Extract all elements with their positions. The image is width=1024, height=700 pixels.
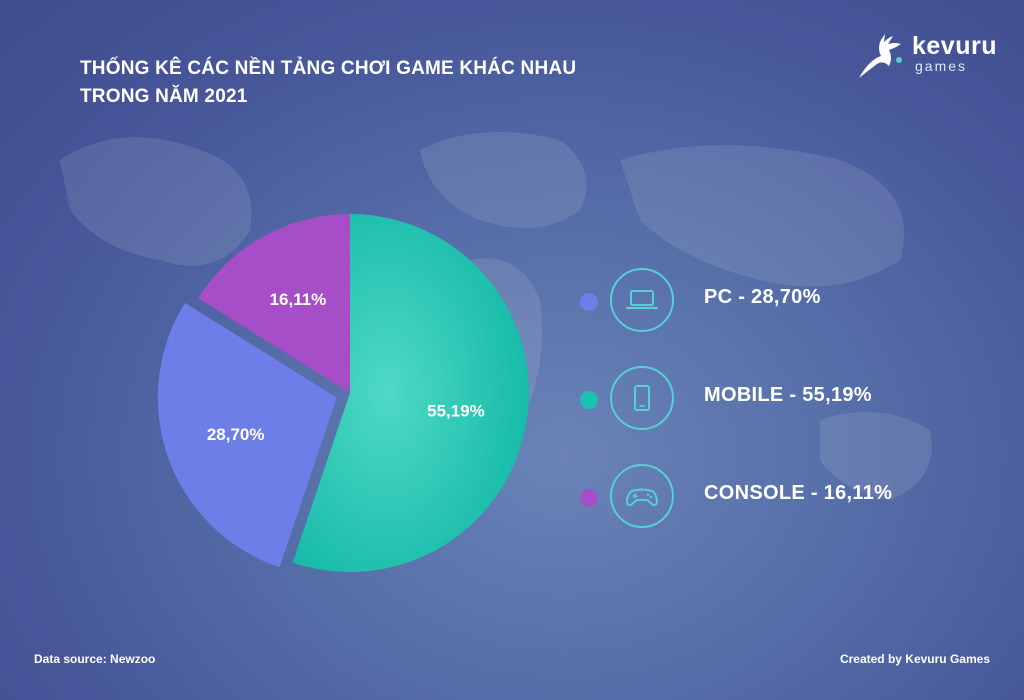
pie-label-pc: 28,70% (207, 425, 265, 444)
smartphone-icon (634, 385, 650, 411)
kevuru-logo: kevuru games (855, 30, 997, 82)
gamepad-icon (626, 488, 658, 507)
legend-icon-circle-mobile (610, 366, 674, 430)
legend-label-pc: PC - 28,70% (704, 286, 821, 308)
legend-dot-mobile (580, 391, 598, 409)
pie-slice-mobile (292, 214, 529, 572)
chart-title-line2: TRONG NĂM 2021 (80, 86, 248, 107)
chart-title: THỐNG KÊ CÁC NỀN TẢNG CHƠI GAME KHÁC NHA… (80, 55, 640, 111)
legend-item-mobile: MOBILE - 55,19% (580, 366, 980, 434)
pie-label-console: 16,11% (270, 290, 327, 309)
logo-text-kevuru: kevuru (912, 32, 997, 60)
legend-item-console: CONSOLE - 16,11% (580, 464, 980, 532)
credit: Created by Kevuru Games (839, 652, 990, 666)
pie-label-mobile: 55,19% (427, 401, 485, 420)
legend-dot-console (580, 489, 598, 507)
deer-logo-icon (859, 34, 902, 78)
laptop-icon (625, 290, 659, 310)
pie-slice-pc (157, 302, 337, 568)
legend-label-console: CONSOLE - 16,11% (704, 482, 893, 504)
pie-slice-console (198, 214, 350, 393)
legend-dot-pc (580, 293, 598, 311)
legend-icon-circle-console (610, 464, 674, 528)
legend-icon-circle-pc (610, 268, 674, 332)
chart-title-line1: THỐNG KÊ CÁC NỀN TẢNG CHƠI GAME KHÁC NHA… (80, 58, 577, 79)
data-source: Data source: Newzoo (34, 652, 156, 666)
legend-label-mobile: MOBILE - 55,19% (704, 384, 872, 406)
legend-item-pc: PC - 28,70% (580, 268, 980, 336)
logo-text-games: games (915, 58, 968, 74)
